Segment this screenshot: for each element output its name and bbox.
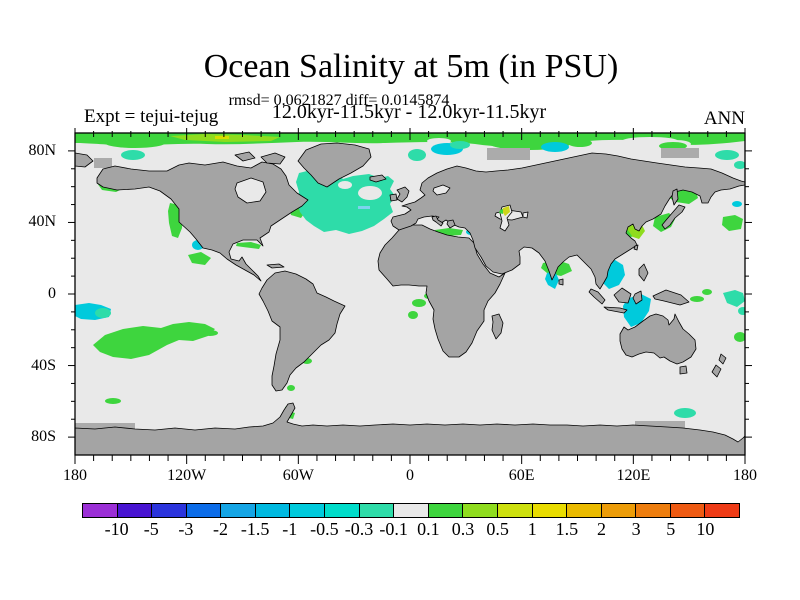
colorbar-cell (496, 503, 533, 518)
chukotka-west-edge (75, 152, 94, 168)
colorbar-cell (669, 503, 706, 518)
iceland (369, 174, 387, 183)
colorbar-cell (185, 503, 222, 518)
lat-axis: 80N 40N 0 40S 80S (0, 133, 66, 455)
colorbar-cell (151, 503, 187, 518)
new-zealand (718, 353, 727, 365)
colorbar-boundary-label: 10 (696, 519, 715, 539)
colorbar-boundary-label: 3 (631, 519, 641, 539)
lon-tick-label: 120E (616, 467, 651, 484)
arctic-islands (234, 151, 256, 162)
colorbar-boundary-label: 0.3 (451, 519, 475, 539)
colorbar (82, 503, 740, 518)
lon-tick-label: 60E (508, 467, 535, 484)
sulawesi (632, 290, 643, 305)
land-layer (75, 142, 745, 455)
arctic-islands (260, 152, 286, 165)
lon-tick-label: 180 (63, 467, 87, 484)
page-title: Ocean Salinity at 5m (in PSU) (203, 48, 619, 85)
new-guinea (652, 289, 690, 306)
colorbar-boundary-label: -10 (104, 519, 129, 539)
colorbar-cell (704, 503, 740, 518)
sakhalin (671, 188, 679, 206)
lon-tick-label: 180 (733, 467, 757, 484)
lat-tick-label: 40S (31, 356, 56, 374)
taiwan (633, 244, 639, 251)
colorbar-boundary-label: 0.5 (486, 519, 509, 539)
south-america (258, 270, 346, 392)
lat-tick-label: 80N (28, 141, 56, 159)
lat-tick-label: 40N (28, 213, 56, 231)
colorbar-cell (566, 503, 602, 518)
lon-tick-label: 120W (167, 467, 207, 484)
colorbar-boundary-label: -5 (143, 519, 159, 539)
world-map (68, 128, 752, 464)
colorbar-boundary-label: -1.5 (240, 519, 270, 539)
colorbar-cell (324, 503, 360, 518)
colorbar-boundary-label: -0.5 (310, 519, 339, 539)
philippines (638, 263, 649, 282)
graticule-ticks (68, 128, 752, 464)
colorbar-cell (116, 503, 153, 518)
colorbar-boundary-label: -3 (178, 519, 194, 539)
lon-tick-label: 60W (282, 467, 314, 484)
lon-axis: 180 120W 60W 0 60E 120E 180 (63, 467, 757, 487)
colorbar-cell (82, 503, 118, 518)
colorbar-boundary-label: 5 (666, 519, 676, 539)
colorbar-boundary-label: -0.3 (344, 519, 374, 539)
colorbar-labels: -10 -5 -3 -2 -1.5 -1 -0.5 -0.3 -0.1 0.1 0.3 0.5 1 1.5… (82, 519, 740, 541)
cuba (266, 263, 285, 269)
stats-line: rmsd= 0.0621827 diff= 0.0145874 (228, 92, 450, 109)
eurasia (390, 152, 745, 290)
colorbar-boundary-label: 2 (596, 519, 606, 539)
java (603, 306, 628, 314)
colorbar-cell (635, 503, 671, 518)
greece (446, 219, 456, 229)
lat-tick-label: 80S (31, 428, 56, 446)
colorbar-boundary-label: 1.5 (555, 519, 579, 539)
lon-tick-label: 0 (406, 467, 414, 484)
antarctica (75, 402, 745, 455)
colorbar-cell (358, 503, 395, 518)
experiment-label: Expt = tejui-tejug (84, 106, 219, 127)
colorbar-cell (220, 503, 256, 518)
caspian-anomaly (499, 206, 510, 216)
colorbar-boundary-label: -1 (282, 519, 298, 539)
colorbar-cell (254, 503, 291, 518)
italy (431, 215, 444, 227)
hudson-bay (234, 177, 267, 204)
colorbar-boundary-label: -0.1 (379, 519, 408, 539)
season-label: ANN (703, 108, 745, 129)
madagascar (491, 313, 504, 340)
greenland (297, 142, 372, 188)
sumatra (588, 288, 606, 305)
africa (377, 224, 506, 358)
sri-lanka (558, 278, 564, 286)
period-line: 12.0kyr-11.5kyr - 12.0kyr-11.5kyr (271, 101, 547, 123)
colorbar-boundary-label: -2 (213, 519, 229, 539)
borneo (613, 287, 632, 304)
lat-tick-label: 0 (48, 285, 56, 302)
colorbar-cell (289, 503, 326, 518)
gridded-land-blocks (75, 148, 699, 429)
aral-sea (522, 211, 529, 219)
australia (619, 313, 697, 365)
colorbar-boundary-label: 1 (527, 519, 537, 539)
ireland (389, 193, 398, 202)
colorbar-cell (393, 503, 429, 518)
tasmania (679, 365, 688, 375)
new-zealand (711, 364, 722, 378)
colorbar-cell (531, 503, 568, 518)
colorbar-cell (462, 503, 498, 518)
baltic-sea (432, 184, 451, 196)
japan (661, 204, 686, 230)
colorbar-boundary-label: 0.1 (417, 519, 440, 539)
britain (396, 186, 410, 203)
colorbar-cell (427, 503, 464, 518)
colorbar-cell (600, 503, 637, 518)
